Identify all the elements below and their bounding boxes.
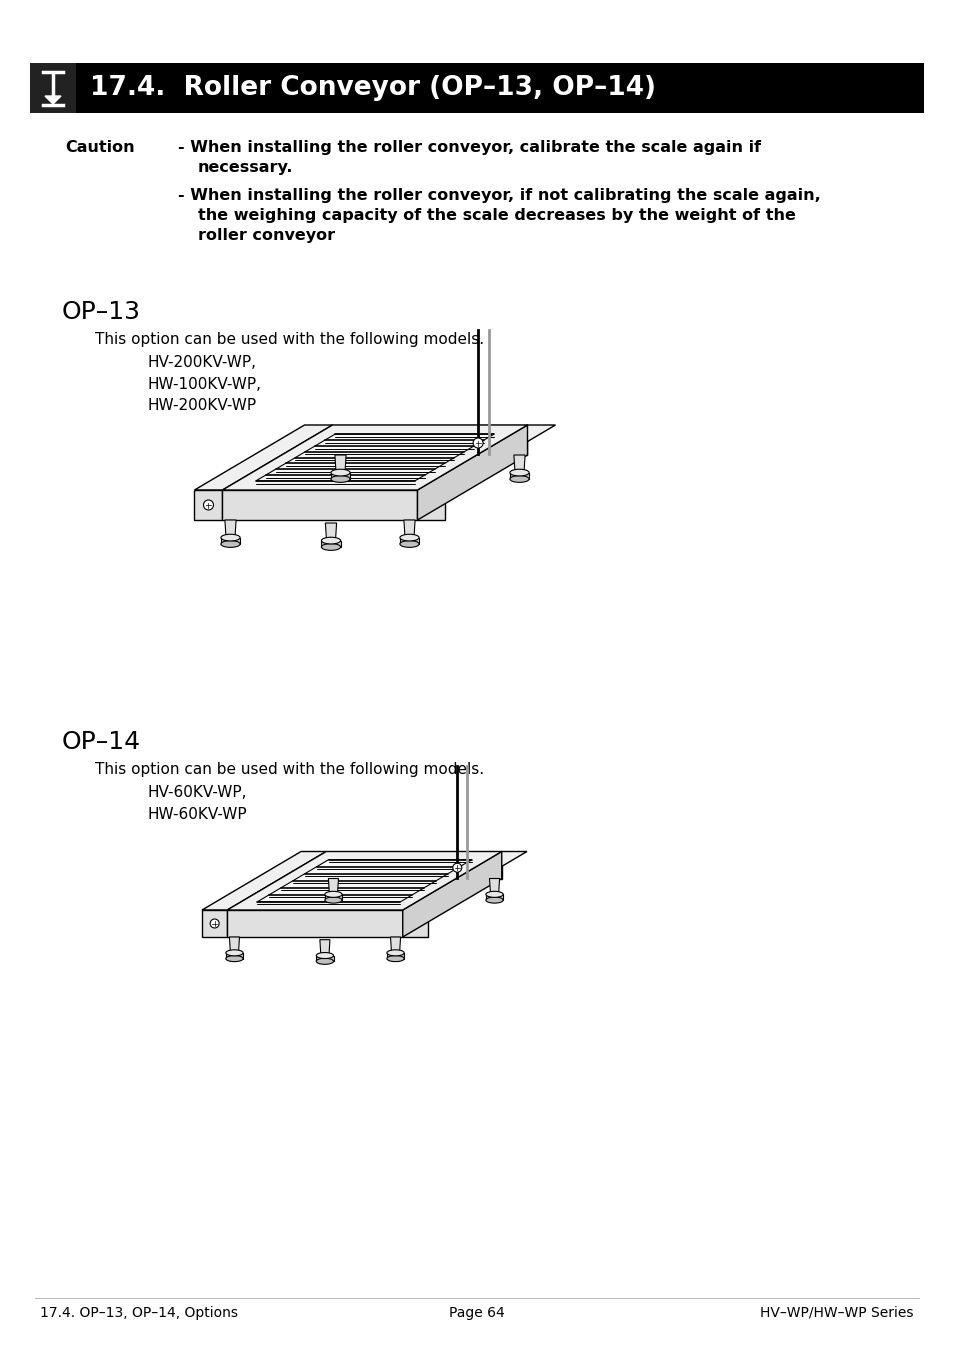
Text: OP–13: OP–13 — [62, 300, 141, 324]
Polygon shape — [328, 879, 338, 894]
Text: 17.4. OP–13, OP–14, Options: 17.4. OP–13, OP–14, Options — [40, 1305, 237, 1320]
Text: HV-60KV-WP,
HW-60KV-WP: HV-60KV-WP, HW-60KV-WP — [148, 784, 248, 822]
Text: Page 64: Page 64 — [449, 1305, 504, 1320]
Polygon shape — [30, 63, 76, 113]
Polygon shape — [399, 537, 418, 544]
Polygon shape — [316, 956, 334, 961]
Polygon shape — [403, 520, 415, 537]
Ellipse shape — [485, 898, 502, 903]
Polygon shape — [333, 425, 527, 455]
Ellipse shape — [321, 537, 340, 544]
Polygon shape — [226, 953, 243, 958]
Ellipse shape — [331, 470, 350, 477]
Polygon shape — [485, 894, 502, 900]
Polygon shape — [221, 537, 240, 544]
Polygon shape — [227, 910, 402, 937]
Polygon shape — [402, 852, 501, 937]
Polygon shape — [45, 96, 61, 104]
Ellipse shape — [324, 898, 342, 903]
Polygon shape — [387, 953, 404, 958]
Polygon shape — [227, 852, 501, 910]
Polygon shape — [489, 879, 499, 894]
Text: - When installing the roller conveyor, if not calibrating the scale again,: - When installing the roller conveyor, i… — [178, 188, 820, 202]
Ellipse shape — [399, 540, 418, 547]
Polygon shape — [222, 490, 417, 520]
Polygon shape — [390, 937, 400, 953]
Polygon shape — [194, 425, 333, 490]
Circle shape — [203, 500, 213, 510]
Text: This option can be used with the following models.: This option can be used with the followi… — [95, 761, 483, 778]
Polygon shape — [514, 455, 524, 472]
Ellipse shape — [221, 540, 240, 547]
Ellipse shape — [226, 950, 243, 956]
Circle shape — [210, 919, 219, 927]
Polygon shape — [319, 940, 330, 956]
Ellipse shape — [387, 956, 404, 961]
Polygon shape — [225, 520, 235, 537]
Polygon shape — [257, 860, 471, 902]
Polygon shape — [417, 425, 527, 520]
Polygon shape — [325, 522, 336, 540]
Ellipse shape — [387, 950, 404, 956]
Text: This option can be used with the following models.: This option can be used with the followi… — [95, 332, 483, 347]
Polygon shape — [30, 63, 923, 113]
Text: necessary.: necessary. — [198, 161, 294, 176]
Polygon shape — [326, 852, 501, 879]
Ellipse shape — [485, 891, 502, 898]
Circle shape — [473, 437, 482, 448]
Polygon shape — [222, 425, 333, 520]
Polygon shape — [402, 852, 526, 910]
Ellipse shape — [321, 544, 340, 551]
Polygon shape — [417, 425, 555, 490]
Text: OP–14: OP–14 — [62, 730, 141, 755]
Polygon shape — [509, 472, 529, 479]
Polygon shape — [331, 472, 350, 479]
Text: the weighing capacity of the scale decreases by the weight of the: the weighing capacity of the scale decre… — [198, 208, 795, 223]
Ellipse shape — [221, 535, 240, 541]
Ellipse shape — [509, 475, 529, 482]
Ellipse shape — [331, 475, 350, 482]
Text: HV–WP/HW–WP Series: HV–WP/HW–WP Series — [760, 1305, 913, 1320]
Ellipse shape — [324, 891, 342, 898]
Circle shape — [453, 863, 461, 872]
Ellipse shape — [316, 953, 334, 958]
Ellipse shape — [316, 958, 334, 964]
Polygon shape — [324, 894, 342, 900]
Polygon shape — [402, 910, 428, 937]
Polygon shape — [417, 490, 445, 520]
Polygon shape — [335, 455, 346, 472]
Ellipse shape — [399, 535, 418, 541]
Ellipse shape — [226, 956, 243, 961]
Polygon shape — [202, 852, 326, 910]
Polygon shape — [194, 490, 222, 520]
Polygon shape — [321, 540, 340, 547]
Text: Caution: Caution — [65, 140, 134, 155]
Polygon shape — [227, 852, 326, 937]
Polygon shape — [255, 435, 494, 481]
Text: HV-200KV-WP,
HW-100KV-WP,
HW-200KV-WP: HV-200KV-WP, HW-100KV-WP, HW-200KV-WP — [148, 355, 262, 413]
Polygon shape — [229, 937, 239, 953]
Ellipse shape — [509, 470, 529, 477]
Polygon shape — [222, 425, 527, 490]
Text: roller conveyor: roller conveyor — [198, 228, 335, 243]
Text: - When installing the roller conveyor, calibrate the scale again if: - When installing the roller conveyor, c… — [178, 140, 760, 155]
Text: 17.4.  Roller Conveyor (OP–13, OP–14): 17.4. Roller Conveyor (OP–13, OP–14) — [90, 76, 656, 101]
Polygon shape — [202, 910, 227, 937]
